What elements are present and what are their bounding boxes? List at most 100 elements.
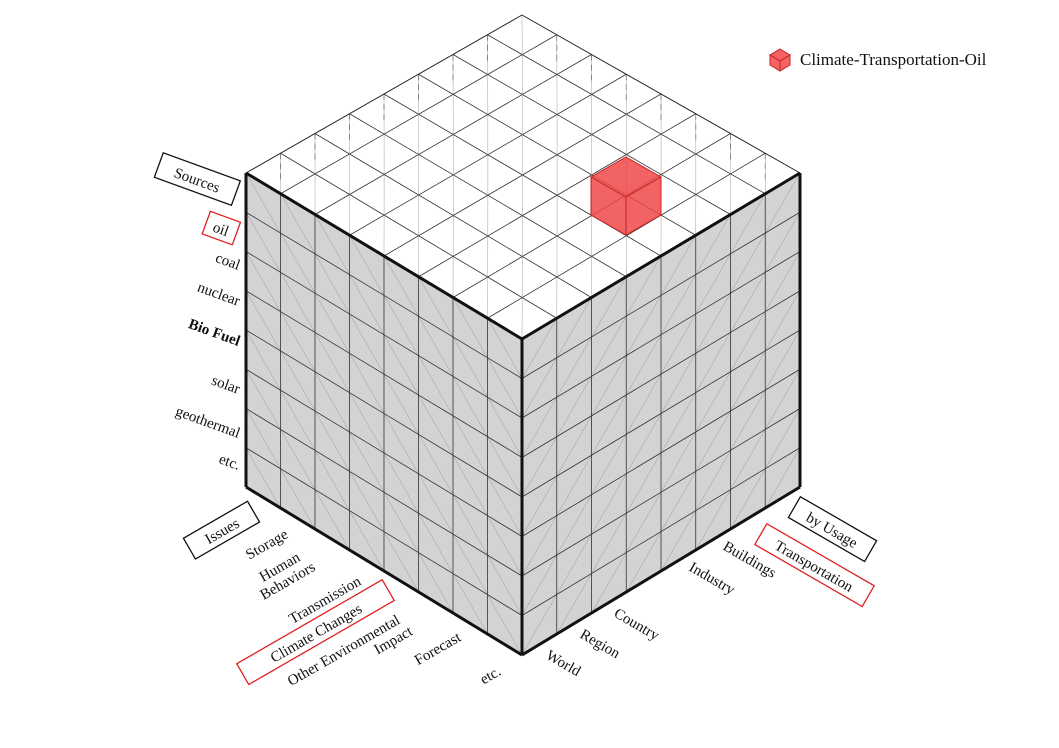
usage-item-industry: Industry [686, 560, 738, 599]
highlight-box [753, 522, 876, 608]
cube-edge [245, 14, 523, 174]
face-diagonal [383, 452, 419, 514]
face-diagonal [765, 369, 801, 430]
face-diagonal [556, 336, 592, 398]
highlight-box [235, 578, 396, 686]
face-diagonal [730, 232, 766, 294]
source-item-nuclear: nuclear [195, 280, 242, 310]
icon-right [779, 54, 791, 72]
face-diagonal [556, 376, 592, 437]
face-diagonal [730, 468, 766, 530]
cube-bold-edge [245, 171, 523, 341]
face-diagonal [418, 394, 454, 456]
face-diagonal [349, 235, 385, 296]
face-diagonal [695, 410, 731, 472]
face-diagonal [660, 353, 696, 414]
face-diagonal [280, 272, 316, 333]
face-diagonal [487, 357, 523, 419]
highlight-right [625, 176, 662, 236]
face-diagonal [452, 376, 488, 437]
face-diagonal [660, 313, 696, 375]
face-diagonal [245, 172, 281, 234]
face-diagonal [487, 318, 523, 379]
face-diagonal [487, 515, 523, 577]
face-diagonal [660, 431, 696, 493]
face-diagonal [591, 316, 627, 377]
face-diagonal [591, 473, 627, 535]
face-diagonal [591, 355, 627, 416]
face-diagonal [245, 329, 281, 391]
face-diagonal [314, 253, 350, 315]
issue-item-etc: etc. [478, 664, 504, 688]
face-diagonal [280, 468, 316, 530]
face-diagonal [349, 431, 385, 493]
face-diagonal [660, 510, 696, 572]
face-diagonal [521, 397, 557, 458]
face-diagonal [695, 253, 731, 315]
source-item-geothermal: geothermal [173, 404, 242, 442]
face-diagonal [765, 251, 801, 312]
source-item-solar: solar [209, 373, 242, 398]
face-diagonal [245, 212, 281, 273]
face-diagonal [280, 311, 316, 372]
face-diagonal [314, 332, 350, 393]
source-item-bio-fuel: Bio Fuel [186, 316, 242, 349]
face-diagonal [487, 436, 523, 498]
face-diagonal [383, 295, 419, 356]
face-diagonal [730, 272, 766, 333]
legend: Climate-Transportation-Oil [769, 48, 987, 72]
face-diagonal [521, 357, 557, 419]
face-diagonal [730, 350, 766, 412]
face-diagonal [695, 489, 731, 551]
face-diagonal [695, 332, 731, 393]
red-cube-icon [769, 48, 791, 72]
face-diagonal [695, 371, 731, 433]
usage-item-country: Country [611, 606, 662, 645]
cube-bold-edge [245, 485, 523, 657]
face-diagonal [383, 492, 419, 553]
face-diagonal [383, 255, 419, 317]
face-diagonal [730, 311, 766, 372]
face-diagonal [556, 297, 592, 358]
face-diagonal [591, 276, 627, 338]
face-diagonal [383, 531, 419, 593]
usage-item-region: Region [577, 627, 623, 663]
right-grid-line [521, 329, 801, 498]
face-diagonal [452, 297, 488, 358]
face-diagonal [314, 489, 350, 551]
face-diagonal [452, 455, 488, 516]
issue-item-forecast: Forecast [412, 629, 465, 669]
source-item-etc: etc. [217, 451, 242, 473]
face-diagonal [349, 274, 385, 335]
highlight-box [201, 210, 242, 246]
face-diagonal [280, 350, 316, 412]
face-diagonal [626, 334, 662, 396]
face-diagonal [521, 554, 557, 616]
face-diagonal [556, 494, 592, 556]
face-diagonal [626, 295, 662, 356]
face-diagonal [765, 329, 801, 391]
face-diagonal [383, 334, 419, 396]
source-item-oil: oil [201, 210, 242, 246]
face-diagonal [556, 573, 592, 635]
face-diagonal [487, 554, 523, 616]
highlighted-cell-cube [589, 156, 663, 236]
face-diagonal [452, 415, 488, 477]
face-diagonal [765, 290, 801, 352]
face-diagonal [626, 255, 662, 317]
face-diagonal [452, 534, 488, 595]
face-diagonal [349, 353, 385, 414]
face-diagonal [280, 429, 316, 490]
face-diagonal [591, 552, 627, 614]
face-diagonal [383, 413, 419, 474]
right-grid-line [521, 408, 801, 577]
face-diagonal [349, 471, 385, 532]
face-diagonal [521, 515, 557, 577]
face-diagonal [626, 492, 662, 553]
legend-label: Climate-Transportation-Oil [800, 50, 987, 69]
face-diagonal [521, 436, 557, 498]
source-item-coal: coal [213, 250, 242, 274]
top-face [246, 15, 800, 339]
face-diagonal [280, 232, 316, 294]
face-diagonal [695, 450, 731, 511]
